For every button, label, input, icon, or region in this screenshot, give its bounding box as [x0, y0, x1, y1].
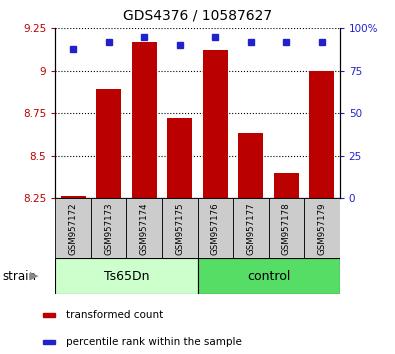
Text: strain: strain	[2, 270, 36, 282]
Bar	[198, 258, 340, 294]
Bar	[43, 313, 55, 317]
Text: GSM957176: GSM957176	[211, 202, 220, 255]
Text: transformed count: transformed count	[66, 310, 163, 320]
Bar	[233, 198, 269, 258]
Text: GSM957175: GSM957175	[175, 202, 184, 255]
Bar	[239, 133, 263, 198]
Bar	[269, 198, 304, 258]
Text: percentile rank within the sample: percentile rank within the sample	[66, 337, 242, 347]
Text: control: control	[247, 270, 290, 282]
Text: Ts65Dn: Ts65Dn	[103, 270, 149, 282]
Bar	[162, 198, 198, 258]
Text: GSM957178: GSM957178	[282, 202, 291, 255]
Text: ▶: ▶	[30, 271, 39, 281]
Bar	[310, 71, 334, 198]
Bar	[55, 198, 91, 258]
Text: GSM957179: GSM957179	[318, 202, 326, 255]
Bar	[61, 196, 86, 198]
Text: GSM957173: GSM957173	[104, 202, 113, 255]
Text: GSM957177: GSM957177	[246, 202, 255, 255]
Text: GDS4376 / 10587627: GDS4376 / 10587627	[123, 9, 272, 23]
Bar	[132, 42, 156, 198]
Bar	[55, 258, 198, 294]
Bar	[167, 118, 192, 198]
Bar	[43, 339, 55, 343]
Bar	[274, 173, 299, 198]
Text: GSM957172: GSM957172	[69, 202, 77, 255]
Bar	[304, 198, 340, 258]
Bar	[203, 50, 228, 198]
Bar	[91, 198, 126, 258]
Bar	[126, 198, 162, 258]
Bar	[198, 198, 233, 258]
Bar	[96, 88, 121, 198]
Text: GSM957174: GSM957174	[140, 202, 149, 255]
